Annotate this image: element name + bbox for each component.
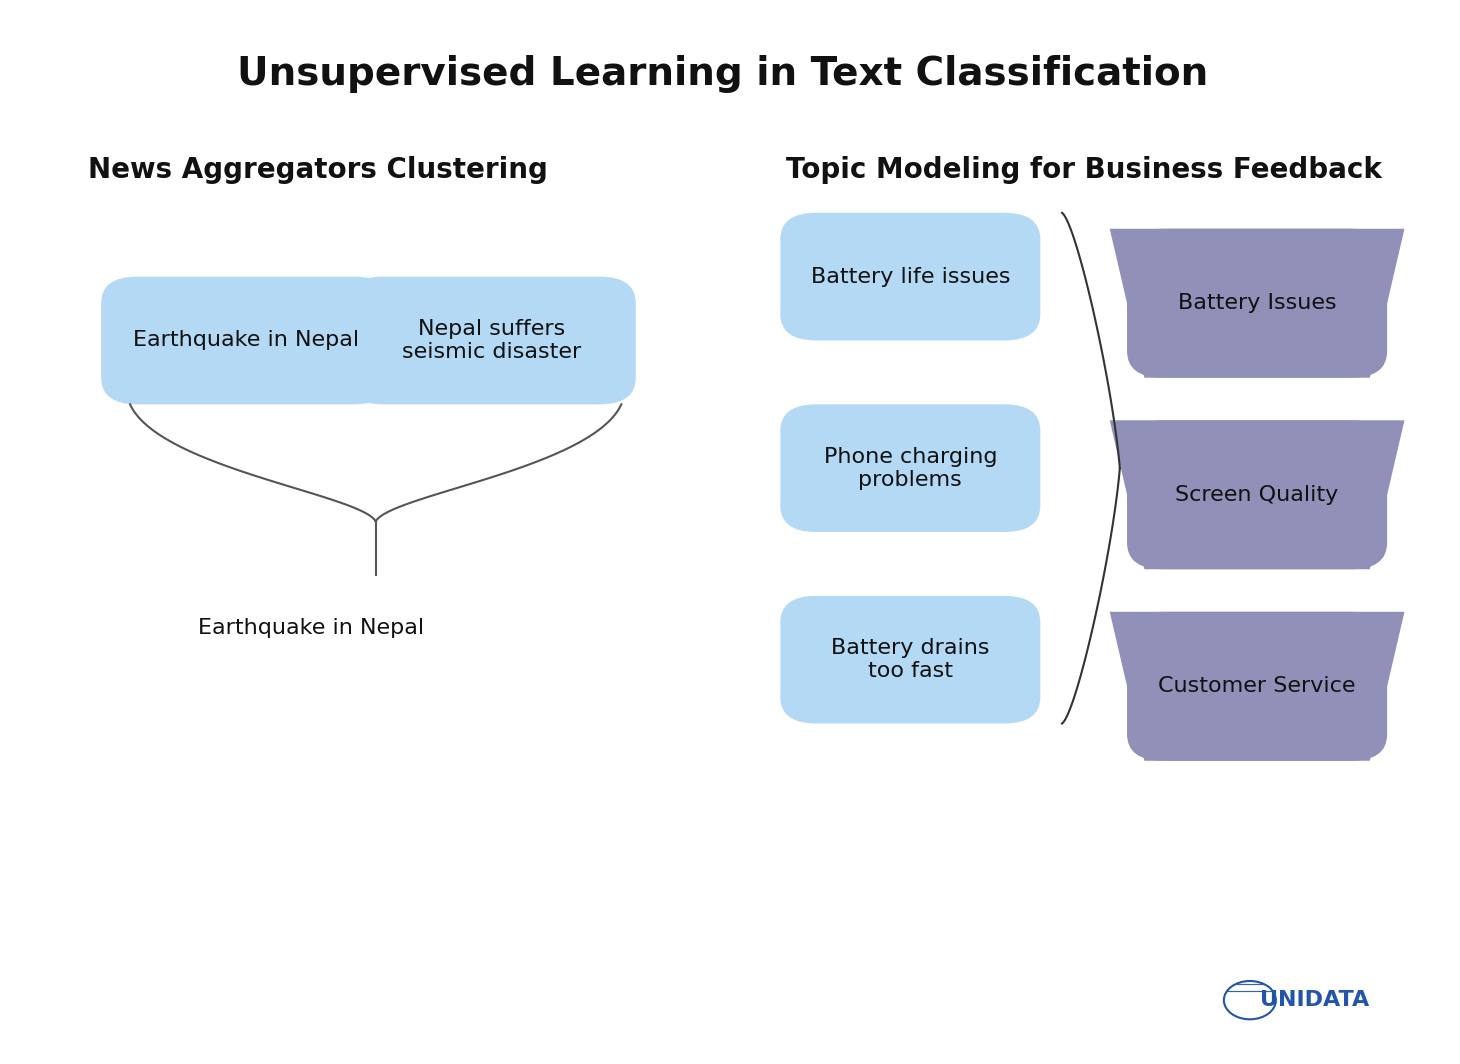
Text: Earthquake in Nepal: Earthquake in Nepal bbox=[133, 331, 359, 350]
FancyBboxPatch shape bbox=[1127, 420, 1387, 569]
Text: Nepal suffers
seismic disaster: Nepal suffers seismic disaster bbox=[402, 319, 581, 362]
Text: Unsupervised Learning in Text Classification: Unsupervised Learning in Text Classifica… bbox=[237, 55, 1207, 94]
Text: Battery life issues: Battery life issues bbox=[810, 267, 1010, 286]
Text: Phone charging
problems: Phone charging problems bbox=[823, 447, 997, 489]
FancyBboxPatch shape bbox=[780, 596, 1041, 724]
Text: Battery drains
too fast: Battery drains too fast bbox=[831, 638, 990, 681]
Text: UNIDATA: UNIDATA bbox=[1260, 991, 1369, 1010]
Text: News Aggregators Clustering: News Aggregators Clustering bbox=[88, 156, 548, 184]
Polygon shape bbox=[1110, 229, 1405, 378]
FancyBboxPatch shape bbox=[347, 277, 635, 404]
Text: Screen Quality: Screen Quality bbox=[1175, 485, 1339, 504]
Polygon shape bbox=[1110, 420, 1405, 569]
Text: Customer Service: Customer Service bbox=[1158, 677, 1356, 696]
Text: Earthquake in Nepal: Earthquake in Nepal bbox=[197, 618, 423, 637]
Polygon shape bbox=[1110, 612, 1405, 761]
FancyBboxPatch shape bbox=[780, 404, 1041, 532]
FancyBboxPatch shape bbox=[780, 213, 1041, 340]
FancyBboxPatch shape bbox=[1127, 229, 1387, 378]
FancyBboxPatch shape bbox=[1127, 612, 1387, 761]
FancyBboxPatch shape bbox=[101, 277, 390, 404]
Text: Topic Modeling for Business Feedback: Topic Modeling for Business Feedback bbox=[785, 156, 1381, 184]
Text: Battery Issues: Battery Issues bbox=[1178, 294, 1336, 313]
